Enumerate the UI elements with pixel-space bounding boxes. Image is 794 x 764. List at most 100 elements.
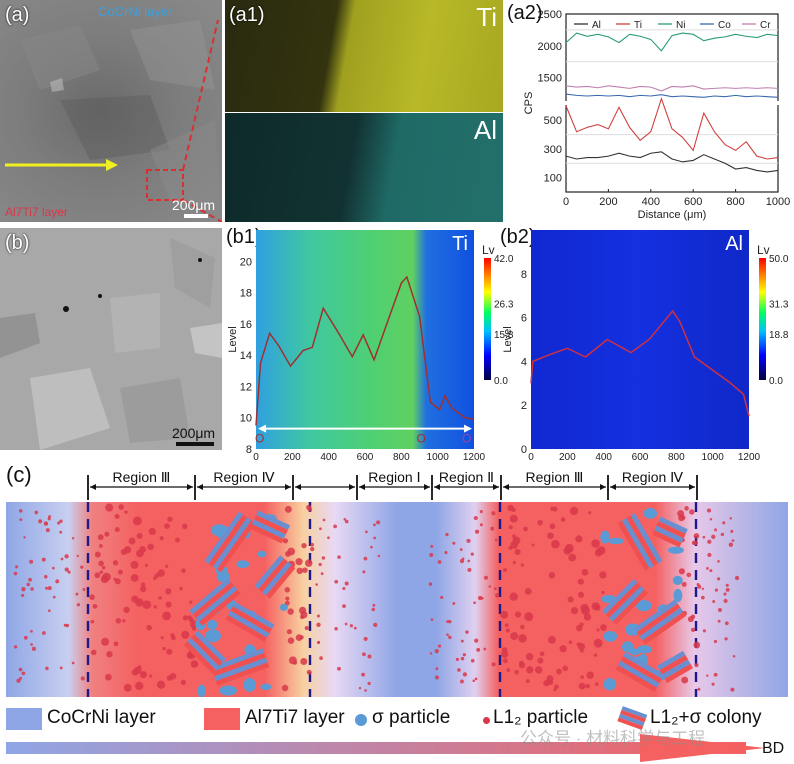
legend-swatch-al7ti7 xyxy=(204,708,240,730)
l12-particle xyxy=(48,609,51,613)
colony-lamella xyxy=(208,514,248,567)
l12-particle xyxy=(373,622,378,628)
l12-particle xyxy=(42,631,46,635)
l12-particle xyxy=(701,587,705,591)
colony-lamella xyxy=(602,579,638,615)
colony-lamella xyxy=(633,599,678,633)
l12-particle xyxy=(502,658,508,664)
l12-particle xyxy=(300,614,305,620)
l12-particle xyxy=(462,672,468,677)
l12-particle xyxy=(19,676,23,680)
y-tick-label: 14 xyxy=(240,350,252,362)
panel-a-texture xyxy=(5,19,222,222)
l12-particle xyxy=(189,600,193,604)
sigma-particle xyxy=(257,550,267,558)
region-arrow-left xyxy=(197,484,203,490)
colony-lamella xyxy=(212,517,252,570)
l12-particle xyxy=(101,565,106,570)
panel-a-sem-image: (a) CoCrNi layer Al7Ti7 layer 200μm xyxy=(0,0,222,222)
sigma-particle xyxy=(210,524,228,536)
l12-particle xyxy=(45,528,50,533)
l12-particle xyxy=(370,545,373,549)
l12-particle xyxy=(94,572,101,579)
l12-particle xyxy=(115,618,122,624)
l12-particle xyxy=(713,639,718,644)
l12-particle xyxy=(317,640,321,644)
colony-lamella xyxy=(187,637,220,670)
l12-particle xyxy=(13,645,18,649)
l12-particle xyxy=(474,677,478,681)
l12-particle xyxy=(709,517,713,521)
l12-particle xyxy=(448,635,452,640)
l12-particle xyxy=(435,667,439,671)
l12-particle xyxy=(64,554,69,559)
l12-particle xyxy=(181,630,190,639)
scale-bar-label: 200μm xyxy=(172,197,216,213)
l12-sigma-colony xyxy=(657,650,693,684)
chart-b2: 02468020040060080010001200Distance, μmLe… xyxy=(502,230,789,460)
l12-particle xyxy=(459,548,463,551)
l12-particle xyxy=(124,510,128,514)
l12-particle xyxy=(90,619,95,624)
region-arrow-right xyxy=(285,484,291,490)
region-label: Region Ⅳ xyxy=(622,470,683,485)
series-line-ni xyxy=(565,32,779,52)
l12-particle xyxy=(693,533,700,539)
l12-particle xyxy=(287,608,294,615)
l12-particle xyxy=(353,626,357,630)
l12-particle xyxy=(437,644,442,648)
l12-particle xyxy=(182,615,189,621)
build-direction-arrow xyxy=(6,734,765,762)
l12-particle xyxy=(548,636,556,644)
element-label: Al xyxy=(725,233,743,255)
l12-particle xyxy=(734,575,740,581)
l12-particle xyxy=(510,632,519,641)
l12-particle xyxy=(514,611,522,618)
l12-particle xyxy=(164,523,170,529)
al7ti7-layer-label: Al7Ti7 layer xyxy=(5,205,68,219)
sigma-particle xyxy=(279,603,288,611)
colony-lamella xyxy=(621,518,654,569)
l12-particle xyxy=(725,587,730,592)
colony-lamella xyxy=(615,665,657,692)
l12-particle xyxy=(711,534,716,539)
l12-particle xyxy=(182,523,188,530)
l12-particle xyxy=(90,649,97,656)
l12-particle xyxy=(316,622,321,628)
l12-particle xyxy=(344,519,349,524)
l12-particle xyxy=(440,595,444,600)
l12-particle xyxy=(363,636,368,642)
l12-particle xyxy=(89,594,95,601)
l12-particle xyxy=(286,629,292,635)
l12-particle xyxy=(38,519,43,524)
l12-particle xyxy=(461,557,465,560)
colorbar-tick-label: 31.3 xyxy=(769,300,789,311)
l12-sigma-colony xyxy=(615,652,665,692)
l12-particle xyxy=(302,567,308,573)
l12-particle xyxy=(465,630,469,634)
colony-lamella xyxy=(620,656,662,684)
l12-particle xyxy=(508,525,513,530)
l12-particle xyxy=(702,629,706,633)
l12-particle xyxy=(156,680,166,689)
l12-particle xyxy=(320,572,324,576)
l12-particle xyxy=(548,572,556,579)
l12-particle xyxy=(299,635,304,640)
colony-lamella xyxy=(189,578,231,615)
l12-particle xyxy=(281,684,289,692)
l12-particle xyxy=(518,662,526,669)
colony-lamella xyxy=(254,515,288,535)
sigma-particle xyxy=(603,630,618,642)
l12-particle xyxy=(18,509,23,513)
l12-particle xyxy=(723,598,728,603)
colony-lamella xyxy=(612,589,648,625)
l12-particle xyxy=(549,523,556,530)
legend-label-ti: Ti xyxy=(634,20,642,31)
l12-particle xyxy=(444,550,448,555)
l12-particle xyxy=(678,568,685,575)
l12-particle xyxy=(554,684,559,690)
l12-particle xyxy=(525,679,530,684)
l12-particle xyxy=(15,565,19,569)
l12-particle xyxy=(460,639,464,643)
l12-particle xyxy=(147,543,154,551)
